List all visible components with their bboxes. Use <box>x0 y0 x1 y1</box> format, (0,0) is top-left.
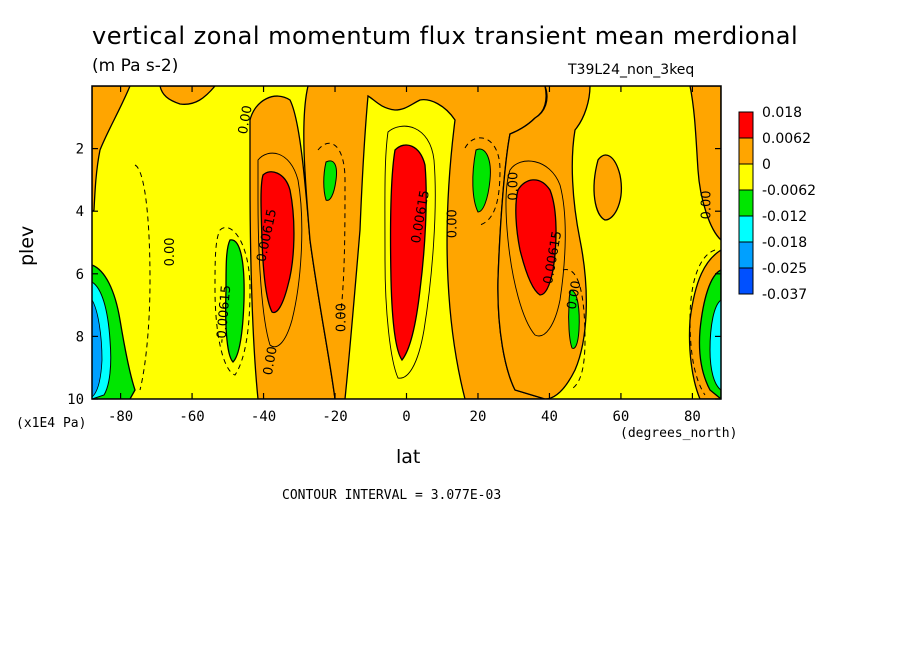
x-tick-label: 20 <box>470 409 487 425</box>
y-axis: 2 4 6 8 10 <box>67 142 721 408</box>
legend-swatch <box>738 137 754 165</box>
positive-inner-contours <box>257 125 566 379</box>
pos-contour-1 <box>257 152 303 348</box>
legend-level-label: -0.025 <box>762 261 807 277</box>
contour-label: 0.00 <box>163 237 178 266</box>
red-region-south-jet <box>260 171 295 314</box>
y-tick-label: 6 <box>76 267 84 283</box>
green-region-south-mid <box>225 239 245 363</box>
legend-swatch <box>738 267 754 295</box>
green-region-north-sub <box>472 148 491 213</box>
x-tick-label: 80 <box>684 409 701 425</box>
red-region-north-jet <box>515 179 557 296</box>
x-tick-label: 40 <box>541 409 558 425</box>
contour-label: 0.00 <box>446 209 461 238</box>
legend-swatch <box>738 111 754 139</box>
x-tick-label: -60 <box>179 409 204 425</box>
contour-label: 0.00 <box>236 104 256 135</box>
color-legend: 0.018 0.0062 0 -0.0062 -0.012 -0.018 -0.025 -0.… <box>738 105 816 303</box>
x-axis: -80 -60 -40 -20 0 20 40 60 80 <box>108 86 701 425</box>
legend-level-label: -0.018 <box>762 235 807 251</box>
legend-level-label: 0.018 <box>762 105 802 121</box>
y-tick-label: 4 <box>76 204 84 220</box>
legend-level-label: 0.0062 <box>762 131 811 147</box>
legend-level-label: -0.0062 <box>762 183 816 199</box>
run-id: T39L24_non_3keq <box>568 62 695 78</box>
legend-swatch <box>738 189 754 217</box>
green-region-north-mid <box>568 289 580 349</box>
x-tick-label: -40 <box>251 409 276 425</box>
orange-region-north-mid <box>593 154 622 221</box>
orange-region-top-left <box>159 86 216 105</box>
y-units: (x1E4 Pa) <box>16 416 87 431</box>
y-tick-label: 10 <box>67 392 84 408</box>
legend-swatch <box>738 241 754 269</box>
blue-region-south <box>92 299 103 398</box>
pos-contour-3 <box>505 160 566 337</box>
orange-region-top-right <box>689 86 721 241</box>
x-units: (degrees_north) <box>620 426 738 441</box>
contour-interval: CONTOUR INTERVAL = 3.077E-03 <box>282 488 502 503</box>
y-tick-label: 8 <box>76 329 84 345</box>
neg-contour-5 <box>562 269 586 391</box>
neg-contour-1 <box>134 164 151 391</box>
contour-label: -0.00615 <box>214 284 234 344</box>
green-region-south-sub <box>323 160 337 201</box>
neg-contour-2 <box>214 227 251 376</box>
orange-region-edge-left <box>92 86 131 213</box>
contour-label: 0.00 <box>335 303 350 332</box>
legend-level-label: -0.037 <box>762 287 807 303</box>
x-axis-label: lat <box>396 446 421 468</box>
legend-swatch <box>738 215 754 243</box>
red-region-equator <box>389 144 427 362</box>
contour-label: 0.00 <box>506 172 521 201</box>
negative-contours <box>134 137 716 396</box>
contour-label: 0.00 <box>565 280 585 311</box>
neg-contour-3 <box>317 142 346 321</box>
cyan-region-north <box>709 299 721 391</box>
legend-level-label: 0 <box>762 157 771 173</box>
x-tick-label: 60 <box>613 409 630 425</box>
legend-swatch <box>738 163 754 191</box>
x-tick-label: -80 <box>108 409 133 425</box>
contour-label: 0.00 <box>699 190 714 219</box>
chart-subtitle: (m Pa s-2) <box>92 56 179 76</box>
neg-contour-4 <box>464 137 501 226</box>
neg-contour-6 <box>689 249 716 396</box>
contour-label: 0.00 <box>261 345 281 376</box>
pos-contour-2 <box>384 125 436 379</box>
x-tick-label: -20 <box>322 409 347 425</box>
y-tick-label: 2 <box>76 142 84 158</box>
chart-title: vertical zonal momentum flux transient m… <box>92 22 799 50</box>
x-tick-label: 0 <box>402 409 410 425</box>
legend-level-label: -0.012 <box>762 209 807 225</box>
